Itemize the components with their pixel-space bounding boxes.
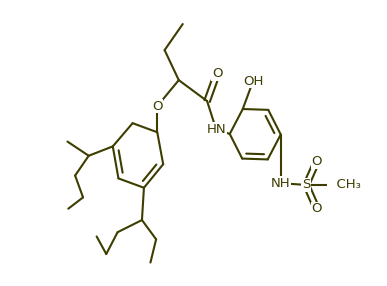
Text: O: O [152,100,163,113]
Text: OH: OH [243,75,263,88]
Text: CH₃: CH₃ [328,178,361,191]
Text: HN: HN [206,123,226,136]
Text: NH: NH [271,177,291,190]
Text: O: O [312,155,322,168]
Text: S: S [302,178,310,191]
Text: O: O [312,202,322,215]
Text: O: O [212,67,222,80]
